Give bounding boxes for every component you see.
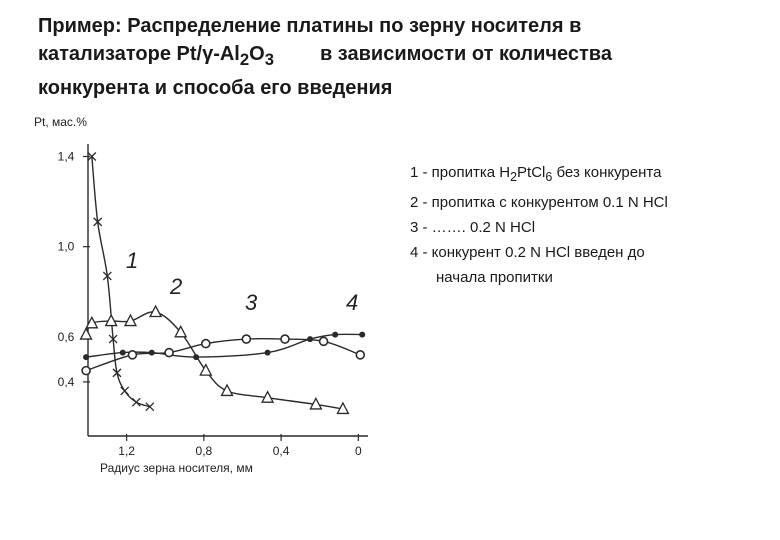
marker-series-2 [336,401,350,415]
marker-series-3 [280,334,290,344]
legend-item-4-continued: начала пропитки [436,269,553,286]
legend-item-4: 4 - конкурент 0.2 N HCl введен до [410,244,645,261]
curve-label-1: 1 [126,248,138,273]
title-sub-1: 2 [239,50,250,69]
chart-markers [79,152,366,415]
legend-item-3: 3 - ……. 0.2 N HCl [410,219,536,236]
curve-3 [85,337,361,372]
curve-2 [85,311,344,410]
marker-series-2 [149,304,163,318]
curve-label-4: 4 [346,290,358,315]
legend-item-1-sub-1: 2 [510,170,518,184]
curve-label-3: 3 [245,290,258,315]
marker-series-2 [104,313,118,327]
legend-item-1-text-a: 1 - пропитка H [410,164,511,181]
title-line-2-a: катализаторе Pt/ [38,43,203,65]
slide-title: Пример: Распределение платины по зерну н… [38,12,758,102]
legend-item-2: 2 - пропитка с конкурентом 0.1 N HCl [410,194,668,211]
x-tick-label: 1,2 [118,444,135,458]
marker-series-3 [200,338,211,349]
title-gamma: γ [202,43,214,65]
legend-item-1-text-b: PtCl [517,164,546,181]
y-tick-label: 0,4 [58,375,75,389]
title-line-2-b: -Al [213,43,240,65]
marker-series-1 [102,271,112,281]
y-tick-label: 0,6 [58,330,75,344]
marker-series-1 [120,386,130,396]
marker-series-2 [123,313,138,327]
marker-series-4 [193,354,200,361]
x-axis-label: Радиус зерна носителя, мм [100,461,253,475]
marker-series-2 [220,383,234,397]
marker-series-2 [309,397,323,410]
title-line-2-d: в зависимости от количества [319,43,612,65]
title-line-1: Пример: Распределение платины по зерну н… [38,15,582,37]
marker-series-4 [264,349,271,356]
marker-series-1 [131,397,141,407]
title-line-3: конкурента и способа его введения [38,77,393,99]
marker-series-4 [359,331,366,338]
curve-label-2: 2 [169,274,182,299]
marker-series-4 [307,336,314,343]
marker-series-3 [241,334,252,344]
chart-text: 1,4 1,0 0,6 0,4 1,2 0,8 0,4 0 Pt, мас.% Радиус зе… [34,115,362,475]
y-axis-label: Pt, мас.% [34,115,87,129]
y-tick-label: 1,0 [58,240,75,254]
chart-curves [85,156,363,410]
marker-series-1 [87,152,97,161]
marker-series-4 [83,354,90,361]
marker-series-2 [261,390,275,403]
marker-series-1 [112,368,122,378]
marker-series-4 [148,349,155,356]
title-sub-2: 3 [264,50,274,69]
x-tick-label: 0,4 [273,444,290,458]
marker-series-4 [119,349,126,356]
title-line-2-c: O [249,43,265,65]
marker-series-2 [79,327,93,340]
y-tick-label: 1,4 [58,150,75,164]
marker-series-3 [81,365,91,376]
legend-item-1-sub-2: 6 [545,170,553,184]
marker-series-3 [164,347,174,358]
marker-series-4 [332,331,339,338]
marker-series-1 [108,334,118,344]
marker-series-2 [85,315,99,329]
x-tick-label: 0 [355,444,362,458]
marker-series-3 [127,350,138,360]
marker-series-1 [93,217,103,227]
marker-series-3 [355,350,366,360]
legend: 1 - пропитка H2PtCl6 без конкурента 2 - … [410,160,770,290]
marker-series-3 [318,336,329,347]
x-tick-label: 0,8 [196,444,213,458]
chart-axes [83,144,368,441]
marker-series-1 [145,402,155,412]
legend-item-1: 1 - пропитка H2PtCl6 без конкурента [410,160,770,190]
legend-item-1-text-c: без конкурента [552,164,662,181]
marker-series-2 [199,363,213,376]
marker-series-2 [174,324,188,338]
